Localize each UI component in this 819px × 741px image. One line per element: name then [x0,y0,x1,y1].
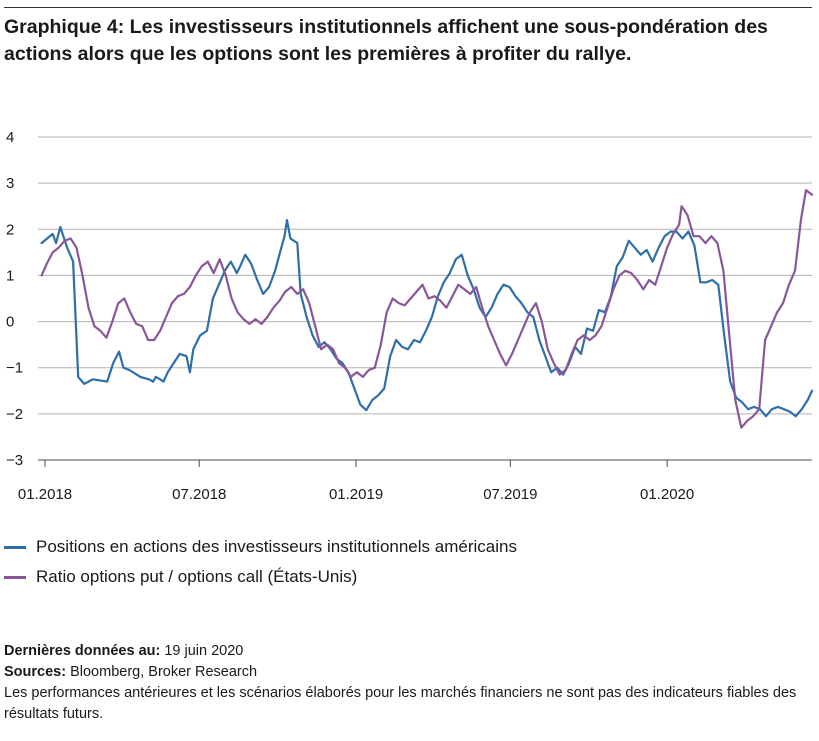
series-line-positions [40,219,814,418]
legend-item-positions: Positions en actions des investisseurs i… [4,532,517,562]
gridlines [38,136,812,461]
y-tick-label: 3 [6,175,14,192]
x-tick-label: 01.2020 [640,486,694,503]
x-tick-label: 07.2019 [483,486,537,503]
y-tick-label: −3 [6,452,23,469]
y-tick-label: 1 [6,267,14,284]
last-data-value: 19 juin 2020 [164,643,244,659]
y-tick-label: 2 [6,221,14,238]
last-data-note: Dernières données au: 19 juin 2020 [4,641,814,662]
x-tick-label: 01.2019 [329,486,383,503]
series-line-put-call [40,189,814,429]
sources-note: Sources: Bloomberg, Broker Research [4,662,814,683]
sources-label: Sources: [4,664,67,680]
sources-value: Bloomberg, Broker Research [70,664,258,680]
y-tick-label: 4 [6,129,14,146]
legend-swatch-positions [4,545,26,549]
legend-swatch-put-call [4,575,26,579]
y-tick-label: −2 [6,406,23,423]
disclaimer: Les performances antérieures et les scén… [4,685,797,722]
legend-label-put-call: Ratio options put / options call (États-… [36,567,358,586]
series-lines [40,189,814,429]
y-tick-label: 0 [6,314,14,331]
legend-item-put-call: Ratio options put / options call (États-… [4,562,517,592]
legend: Positions en actions des investisseurs i… [4,532,517,592]
legend-label-positions: Positions en actions des investisseurs i… [36,537,517,556]
title-rule [4,7,812,8]
footnotes: Dernières données au: 19 juin 2020 Sourc… [4,641,814,725]
x-tick-label: 01.2018 [18,486,72,503]
last-data-label: Dernières données au: [4,643,161,659]
x-tick-label: 07.2018 [172,486,226,503]
y-axis: 4 3 2 1 0 −1 −2 −3 [6,129,23,469]
chart-title: Graphique 4: Les investisseurs instituti… [4,16,768,65]
x-axis: 01.2018 07.2018 01.2019 07.2019 01.2020 [18,460,694,503]
y-tick-label: −1 [6,360,23,377]
line-chart: 4 3 2 1 0 −1 −2 −3 01.2018 07.2018 01.2019 07.2019… [6,129,814,503]
